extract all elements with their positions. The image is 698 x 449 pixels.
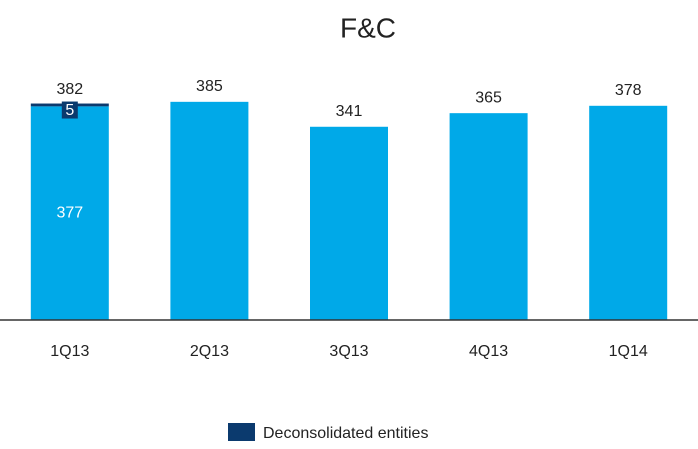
- bar-segment: [589, 105, 668, 320]
- x-tick-label: 1Q13: [50, 343, 89, 360]
- bar-segment: [310, 126, 388, 321]
- value-label: 385: [196, 78, 223, 95]
- value-label: 5: [65, 102, 74, 119]
- chart-title: F&C: [340, 12, 396, 43]
- x-tick-label: 3Q13: [329, 343, 368, 360]
- value-label: 377: [56, 204, 83, 221]
- legend-label: Deconsolidated entities: [263, 425, 428, 442]
- total-label: 382: [56, 81, 83, 98]
- x-tick-label: 1Q14: [609, 343, 648, 360]
- value-label: 341: [336, 103, 363, 120]
- bar-segment: [170, 101, 249, 320]
- value-label: 365: [475, 89, 502, 106]
- label-box: [61, 101, 78, 119]
- value-label: 378: [615, 82, 642, 99]
- bar-segment: [449, 113, 528, 321]
- bar-segment: [30, 106, 109, 320]
- x-tick-label: 4Q13: [469, 343, 508, 360]
- x-tick-label: 2Q13: [190, 343, 229, 360]
- legend-swatch: [228, 423, 255, 441]
